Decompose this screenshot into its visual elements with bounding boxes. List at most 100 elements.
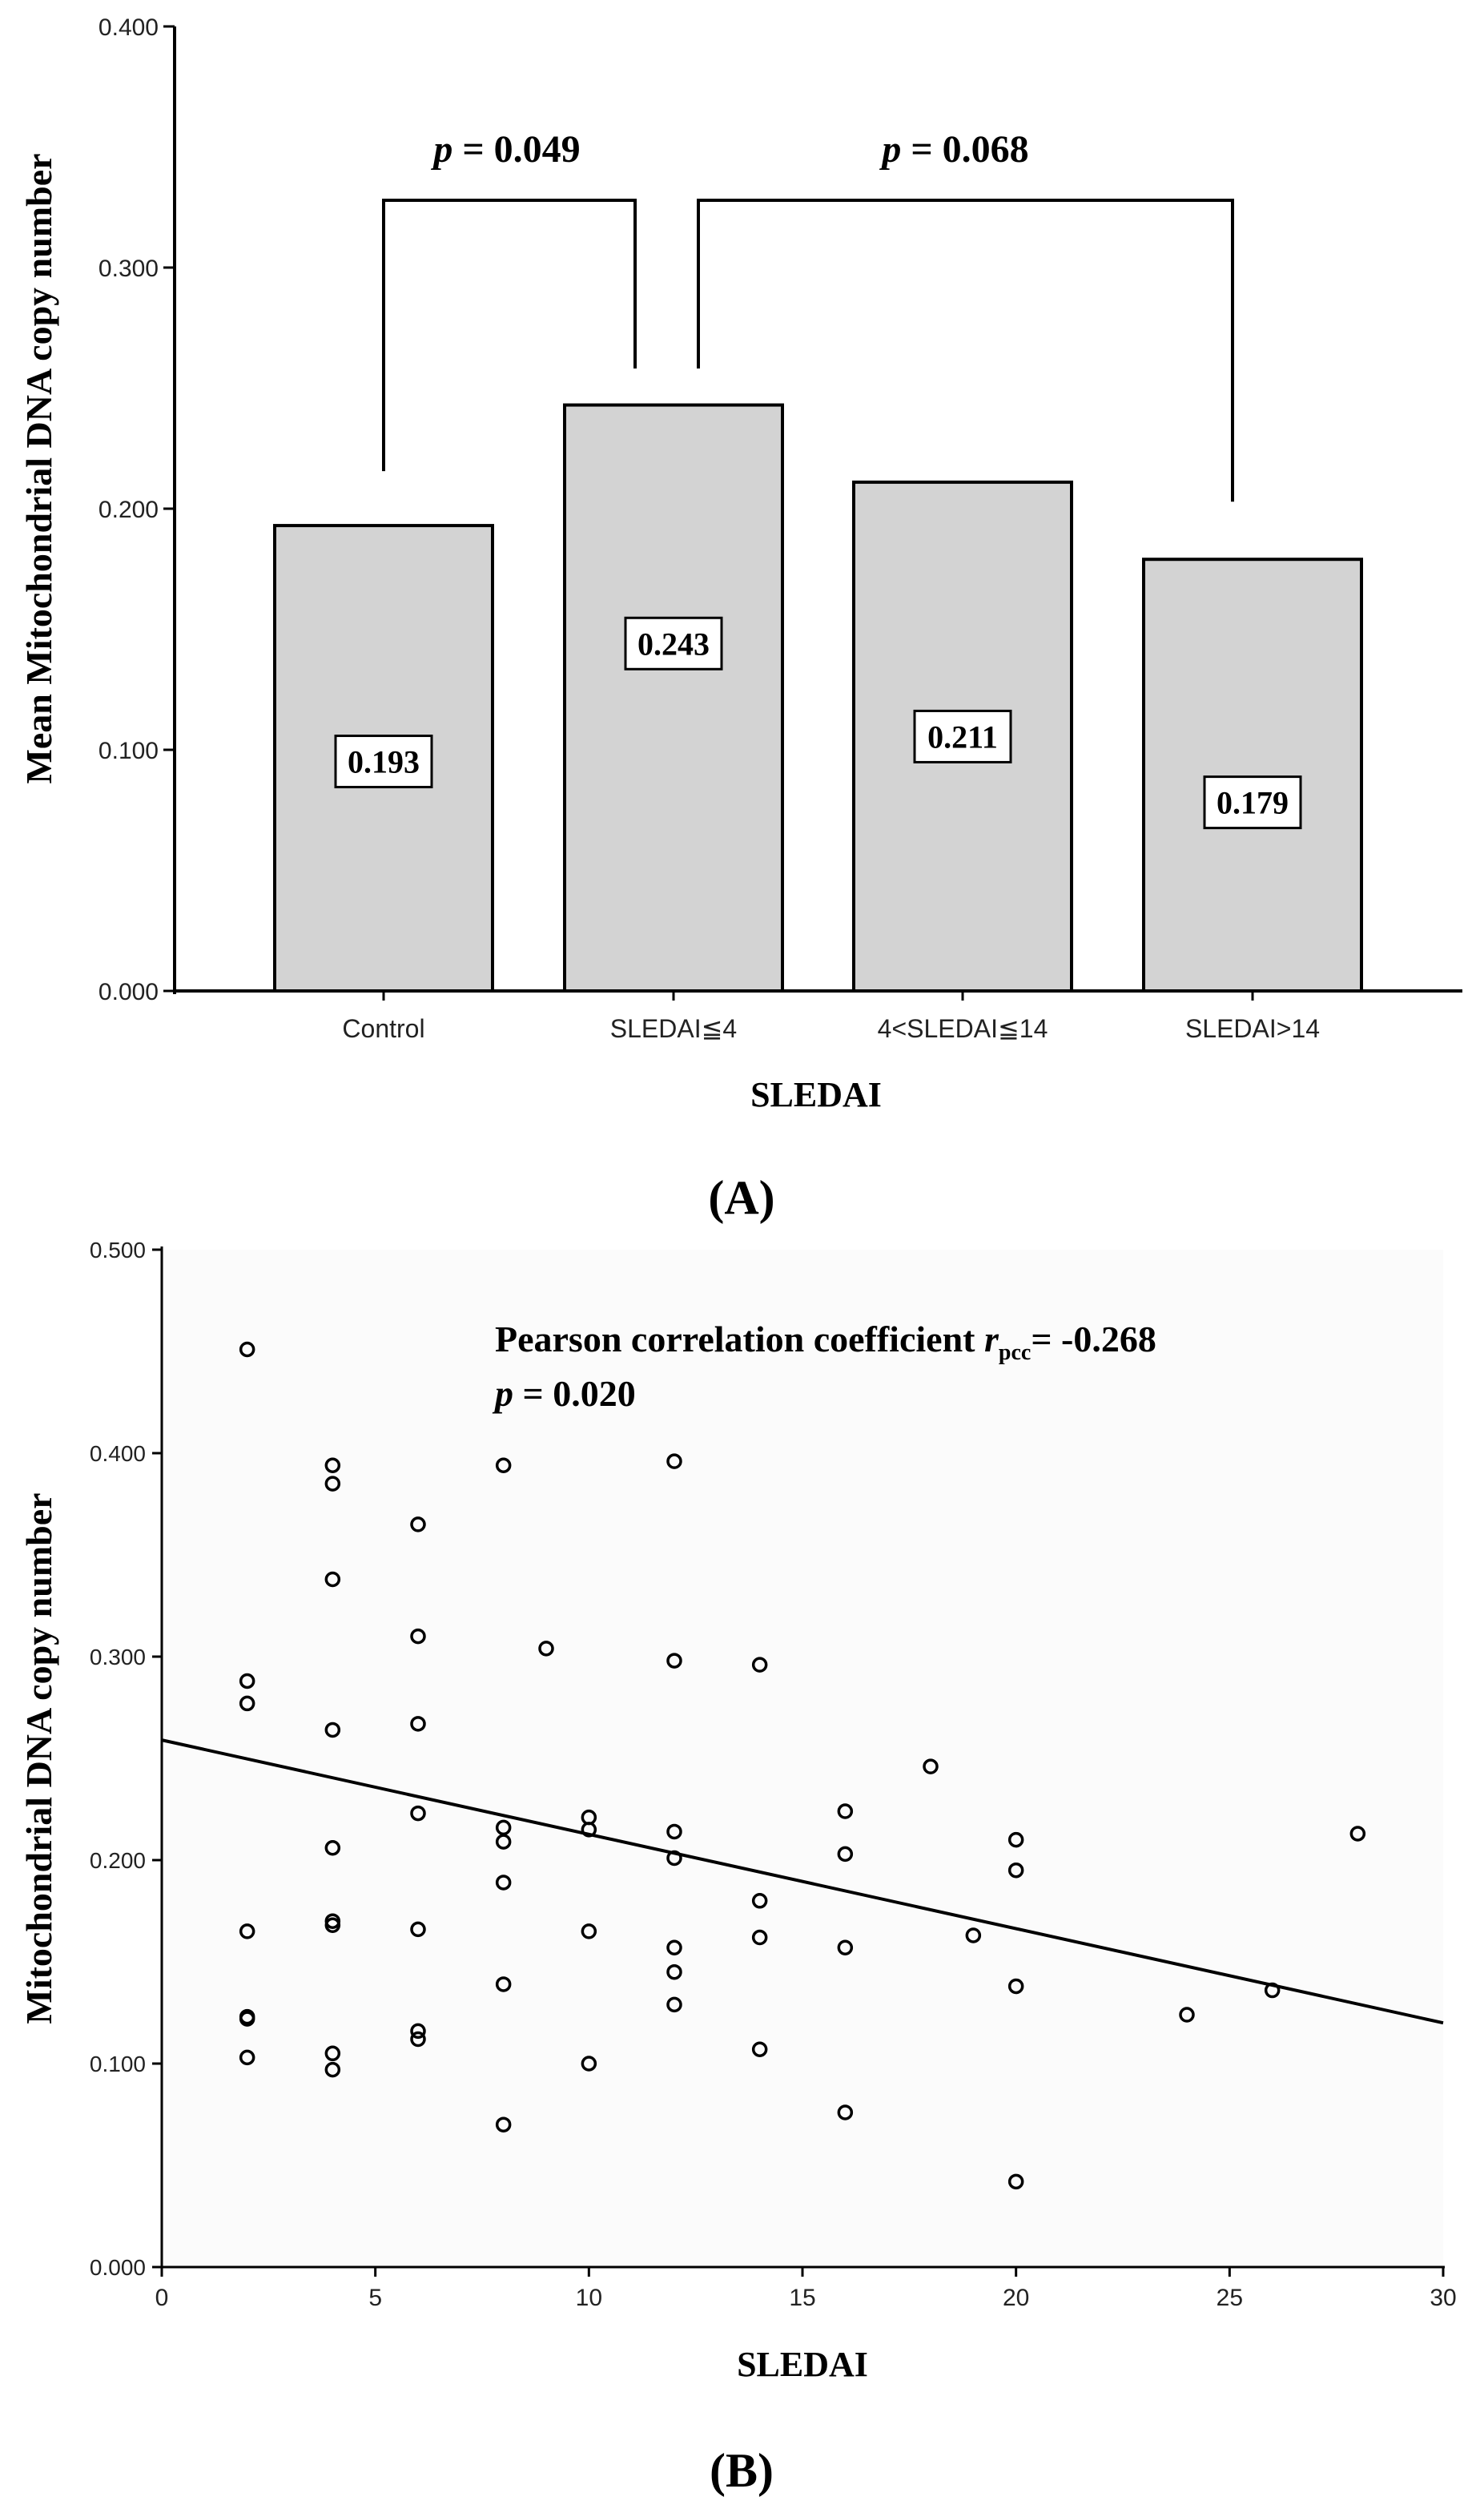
scatter-point [324, 2045, 341, 2062]
scatter-point [324, 2061, 341, 2078]
scatter-point [1007, 1978, 1024, 1995]
significance-bracket [382, 199, 637, 472]
scatter-point [1179, 2007, 1195, 2023]
scatter-point [837, 1939, 854, 1955]
y-tick-label-a: 0.200 [99, 497, 159, 523]
value-label: 0.243 [637, 626, 710, 662]
panel-label-a: (A) [708, 1171, 774, 1224]
p-value-annotation: p = 0.049 [430, 128, 580, 171]
x-tick-label-b: 15 [789, 2285, 815, 2311]
scatter-point [410, 1921, 426, 1938]
scatter-point [581, 1822, 597, 1838]
scatter-point [581, 1923, 597, 1939]
y-tick-label-a: 0.400 [99, 14, 159, 41]
scatter-point [581, 2056, 597, 2072]
bar-chart-panel-a: 0.193 0.243 0.211 0.179 0.000 0.100 0.200 0.30… [18, 14, 1462, 1224]
scatter-point [239, 1673, 255, 1689]
scatter-point [495, 2116, 512, 2132]
pearson-value: = -0.268 [1031, 1319, 1156, 1359]
p-value: = 0.020 [513, 1373, 636, 1414]
value-label: 0.179 [1217, 785, 1289, 821]
pearson-annotation-line1: Pearson correlation coefficient rpcc= -0… [495, 1319, 1156, 1365]
value-label-box [624, 616, 723, 671]
y-tick-label-b: 0.200 [90, 1848, 146, 1873]
x-tick-label-b: 25 [1217, 2285, 1243, 2311]
scatter-point [1349, 1826, 1366, 1842]
scatter-point [751, 1929, 768, 1946]
value-label: 0.211 [927, 719, 998, 755]
scatter-point [666, 1996, 682, 2013]
x-tick-label-b: 0 [155, 2285, 169, 2311]
scatter-point [324, 1840, 341, 1856]
scatter-point [239, 1695, 255, 1712]
scatter-point [410, 2031, 426, 2048]
x-axis-label-a: SLEDAI [750, 1075, 882, 1114]
p-symbol: p [492, 1373, 513, 1414]
scatter-point [1007, 1831, 1024, 1848]
scatter-point [324, 1917, 341, 1934]
scatter-point [666, 1963, 682, 1980]
y-tick-label-a: 0.300 [99, 256, 159, 282]
category-label: SLEDAI≦4 [610, 1014, 737, 1043]
y-axis-label-b: Mitochondrial DNA copy number [18, 1492, 59, 2024]
scatter-point [495, 1819, 512, 1836]
scatter-point [324, 1571, 341, 1588]
scatter-chart-panel-b: 0.000 0.100 0.200 0.300 0.400 0.500 0 5 10 15 20 2… [18, 1238, 1457, 2497]
bar [563, 403, 784, 993]
x-tick-label-b: 5 [368, 2285, 382, 2311]
y-tick-label-b: 0.400 [90, 1441, 146, 1466]
scatter-point [324, 1722, 341, 1738]
scatter-point [410, 1716, 426, 1732]
scatter-point [666, 1939, 682, 1955]
x-tick-label-b: 10 [576, 2285, 602, 2311]
scatter-point [751, 2041, 768, 2057]
scatter-point [495, 1834, 512, 1850]
scatter-point [837, 1846, 854, 1863]
panel-label-b: (B) [710, 2444, 774, 2497]
bar [1142, 558, 1363, 993]
pearson-prefix: Pearson correlation coefficient [495, 1319, 984, 1359]
category-label: SLEDAI>14 [1185, 1014, 1320, 1043]
scatter-point [837, 1803, 854, 1819]
scatter-point [324, 1457, 341, 1473]
scatter-point [410, 1805, 426, 1822]
y-tick-label-a: 0.000 [99, 979, 159, 1005]
value-label-box [913, 709, 1012, 763]
scatter-point [965, 1927, 982, 1943]
scatter-point [666, 1453, 682, 1469]
value-label: 0.193 [348, 744, 420, 780]
scatter-point [495, 1976, 512, 1992]
significance-bracket [697, 199, 1234, 502]
scatter-point [495, 1875, 512, 1891]
scatter-point [410, 1628, 426, 1645]
scatter-point [239, 2011, 255, 2027]
scatter-point [837, 2104, 854, 2120]
scatter-point [495, 1457, 512, 1473]
y-tick-label-b: 0.100 [90, 2052, 146, 2076]
pearson-annotation-line2: p = 0.020 [492, 1373, 636, 1414]
scatter-point [666, 1823, 682, 1840]
scatter-point [923, 1758, 939, 1774]
regression-line [161, 1738, 1444, 2025]
scatter-point [1007, 2173, 1024, 2190]
scatter-point [410, 1516, 426, 1532]
y-axis-label-a: Mean Mitochondrial DNA copy number [18, 153, 59, 783]
category-label: Control [342, 1014, 424, 1043]
scatter-point [751, 1893, 768, 1909]
r-symbol: r [984, 1319, 999, 1359]
x-tick-label-b: 20 [1003, 2285, 1029, 2311]
y-tick-label-b: 0.000 [90, 2255, 146, 2280]
value-label-box [334, 735, 433, 789]
x-tick-label-b: 30 [1430, 2285, 1456, 2311]
value-label-box [1203, 775, 1302, 830]
scatter-point [239, 2049, 255, 2066]
scatter-point [1007, 1862, 1024, 1879]
r-subscript: pcc [999, 1340, 1031, 1365]
y-tick-label-a: 0.100 [99, 738, 159, 764]
scatter-point [324, 1476, 341, 1492]
scatter-point [410, 2023, 426, 2040]
scatter-point [666, 1653, 682, 1669]
scatter-point [751, 1657, 768, 1673]
plot-background-b [162, 1250, 1443, 2267]
